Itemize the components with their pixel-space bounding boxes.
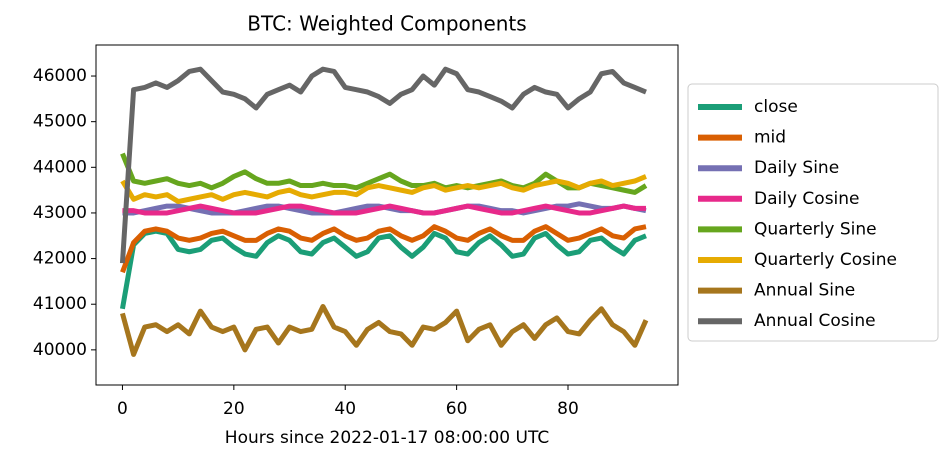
- x-tick-label: 0: [117, 399, 128, 419]
- legend-box: [687, 83, 939, 342]
- legend-label: Annual Sine: [754, 281, 855, 301]
- legend-label: close: [754, 97, 798, 117]
- y-tick-label: 44000: [33, 157, 87, 177]
- plot-lines: [119, 66, 649, 357]
- series-line: [119, 228, 647, 310]
- series-line: [120, 224, 647, 274]
- series-line: [120, 174, 647, 205]
- series-line: [119, 66, 647, 264]
- y-tick-label: 43000: [33, 203, 87, 223]
- legend-label: Quarterly Cosine: [754, 250, 897, 270]
- legend-label: Quarterly Sine: [754, 219, 877, 239]
- legend-label: Annual Cosine: [754, 311, 876, 331]
- x-tick-label: 60: [446, 399, 468, 419]
- y-tick-label: 40000: [33, 340, 87, 360]
- series-line: [122, 203, 646, 216]
- plot-frame: [95, 44, 679, 386]
- y-tick-label: 42000: [33, 249, 87, 269]
- chart-title: BTC: Weighted Components: [247, 12, 526, 36]
- legend-label: Daily Sine: [754, 158, 839, 178]
- y-tick-label: 45000: [33, 112, 87, 132]
- legend-label: mid: [754, 128, 786, 148]
- series-line: [120, 304, 649, 357]
- x-axis-label: Hours since 2022-01-17 08:00:00 UTC: [225, 428, 549, 448]
- y-tick-label: 46000: [33, 66, 87, 86]
- y-tick-label: 41000: [33, 294, 87, 314]
- x-tick-label: 80: [557, 399, 579, 419]
- x-tick-label: 40: [334, 399, 356, 419]
- x-tick-label: 20: [223, 399, 245, 419]
- legend-label: Daily Cosine: [754, 189, 860, 209]
